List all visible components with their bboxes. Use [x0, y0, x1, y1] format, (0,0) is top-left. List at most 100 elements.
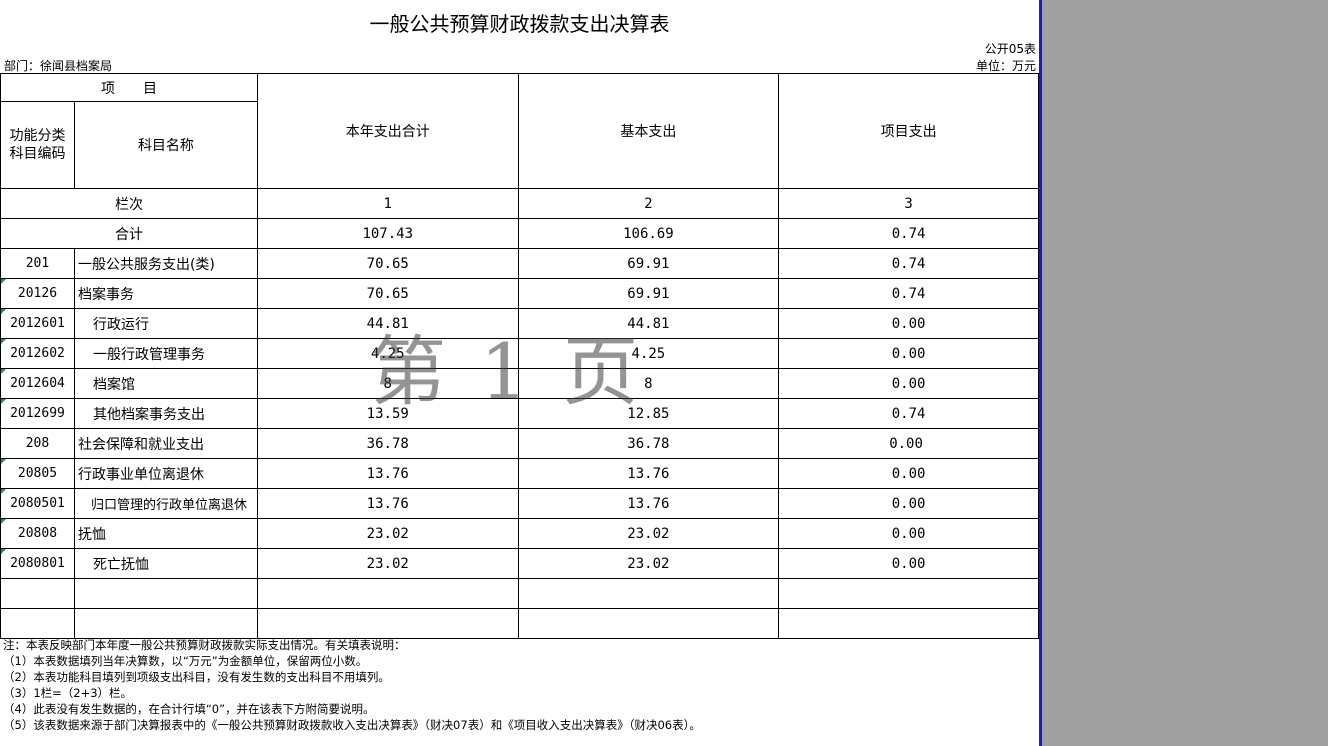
row-c3: 0.00: [778, 548, 1039, 579]
row-name: 归口管理的行政单位离退休: [73, 488, 258, 519]
row-name: 一般公共服务支出(类): [73, 248, 258, 279]
table-row: 2012699 其他档案事务支出 13.59 12.85 0.74: [0, 398, 1039, 429]
total-c2: 106.69: [517, 218, 780, 249]
row-name: 社会保障和就业支出: [73, 428, 258, 459]
row-name: 行政事业单位离退休: [73, 458, 258, 489]
table-row: 2012601 行政运行 44.81 44.81 0.00: [0, 308, 1039, 339]
row-code: 208: [0, 428, 75, 459]
budget-table: 项 目 本年支出合计 基本支出 项目支出 功能分类 科目编码 科目名称 栏次 1…: [0, 73, 1039, 639]
row-number-label: 栏次: [0, 188, 258, 219]
row-number-3: 3: [778, 188, 1039, 219]
row-c1: 13.76: [256, 458, 519, 489]
comment-marker-icon: [1, 309, 6, 314]
row-code: 2080501: [0, 488, 75, 519]
row-c3: 0.00: [778, 518, 1039, 549]
total-row: 合计 107.43 106.69 0.74: [0, 218, 1039, 249]
notes: 注：本表反映部门本年度一般公共预算财政拨款实际支出情况。有关填表说明： （1）本…: [3, 637, 701, 733]
comment-marker-icon: [1, 459, 6, 464]
comment-marker-icon: [1, 519, 6, 524]
row-c1: 23.02: [256, 548, 519, 579]
row-c2: 23.02: [517, 548, 780, 579]
total-c3: 0.74: [778, 218, 1039, 249]
row-code: 201: [0, 248, 75, 279]
empty-cell: [778, 608, 1039, 639]
table-row: 2080501 归口管理的行政单位离退休 13.76 13.76 0.00: [0, 488, 1039, 519]
row-code: 2012602: [0, 338, 75, 369]
total-c1: 107.43: [256, 218, 519, 249]
row-c2: 8: [517, 368, 780, 399]
row-code: 2012604: [0, 368, 75, 399]
row-c1: 8: [256, 368, 519, 399]
table-row: 208 社会保障和就业支出 36.78 36.78 0.00: [0, 428, 1039, 459]
row-number-2: 2: [517, 188, 780, 219]
row-c2: 4.25: [517, 338, 780, 369]
table-row: 2012604 档案馆 8 8 0.00: [0, 368, 1039, 399]
row-c1: 4.25: [256, 338, 519, 369]
row-name: 一般行政管理事务: [73, 338, 258, 369]
row-c2: 69.91: [517, 278, 780, 309]
row-c3: 0.00: [778, 368, 1039, 399]
row-name: 档案事务: [73, 278, 258, 309]
header-project-expenditure: 项目支出: [778, 73, 1039, 189]
page-break-line: [1039, 0, 1042, 746]
empty-cell: [517, 608, 780, 639]
table-row: 2012602 一般行政管理事务 4.25 4.25 0.00: [0, 338, 1039, 369]
table-row: 20126 档案事务 70.65 69.91 0.74: [0, 278, 1039, 309]
row-c1: 13.76: [256, 488, 519, 519]
note-line: （2）本表功能科目填列到项级支出科目，没有发生数的支出科目不用填列。: [3, 670, 390, 684]
comment-marker-icon: [1, 549, 6, 554]
row-name: 抚恤: [73, 518, 258, 549]
empty-cell: [0, 578, 75, 609]
table-row: 20808 抚恤 23.02 23.02 0.00: [0, 518, 1039, 549]
row-c2: 12.85: [517, 398, 780, 429]
empty-cell: [73, 578, 258, 609]
empty-cell: [517, 578, 780, 609]
department-label: 部门：徐闻县档案局: [4, 59, 113, 73]
row-code: 2012601: [0, 308, 75, 339]
total-label: 合计: [0, 218, 258, 249]
row-c1: 70.65: [256, 278, 519, 309]
row-c1: 44.81: [256, 308, 519, 339]
empty-cell: [0, 608, 75, 639]
row-c3: 0.00: [778, 428, 1039, 459]
header-code: 功能分类 科目编码: [0, 101, 75, 189]
note-line: （3）1栏=（2+3）栏。: [3, 686, 133, 700]
row-name: 档案馆: [73, 368, 258, 399]
row-code: 20805: [0, 458, 75, 489]
row-c3: 0.00: [778, 488, 1039, 519]
table-row: 20805 行政事业单位离退休 13.76 13.76 0.00: [0, 458, 1039, 489]
unit-label: 单位：万元: [975, 59, 1036, 73]
form-number: 公开05表: [984, 42, 1036, 56]
row-c2: 13.76: [517, 458, 780, 489]
comment-marker-icon: [1, 279, 6, 284]
row-c2: 36.78: [517, 428, 780, 459]
row-code: 20808: [0, 518, 75, 549]
comment-marker-icon: [1, 399, 6, 404]
row-name: 行政运行: [73, 308, 258, 339]
page-title: 一般公共预算财政拨款支出决算表: [369, 12, 670, 36]
note-line: （5）该表数据来源于部门决算报表中的《一般公共预算财政拨款收入支出决算表》（财决…: [3, 718, 701, 732]
row-c2: 44.81: [517, 308, 780, 339]
note-line: （1）本表数据填列当年决算数，以“万元”为金额单位，保留两位小数。: [3, 654, 368, 668]
empty-cell: [256, 578, 519, 609]
row-c3: 0.74: [778, 248, 1039, 279]
row-code: 2012699: [0, 398, 75, 429]
row-c3: 0.74: [778, 278, 1039, 309]
comment-marker-icon: [1, 489, 6, 494]
header-total-expenditure: 本年支出合计: [256, 73, 519, 189]
header-item: 项 目: [0, 73, 258, 102]
row-c1: 70.65: [256, 248, 519, 279]
empty-cell: [73, 608, 258, 639]
row-code: 20126: [0, 278, 75, 309]
empty-row: [0, 608, 1039, 639]
row-c1: 13.59: [256, 398, 519, 429]
empty-cell: [256, 608, 519, 639]
row-c3: 0.00: [778, 308, 1039, 339]
row-code: 2080801: [0, 548, 75, 579]
comment-marker-icon: [1, 369, 6, 374]
spreadsheet-sheet: 一般公共预算财政拨款支出决算表 公开05表 部门：徐闻县档案局 单位：万元 项 …: [0, 0, 1039, 746]
row-c3: 0.74: [778, 398, 1039, 429]
row-c1: 23.02: [256, 518, 519, 549]
empty-row: [0, 578, 1039, 609]
row-number-1: 1: [256, 188, 519, 219]
